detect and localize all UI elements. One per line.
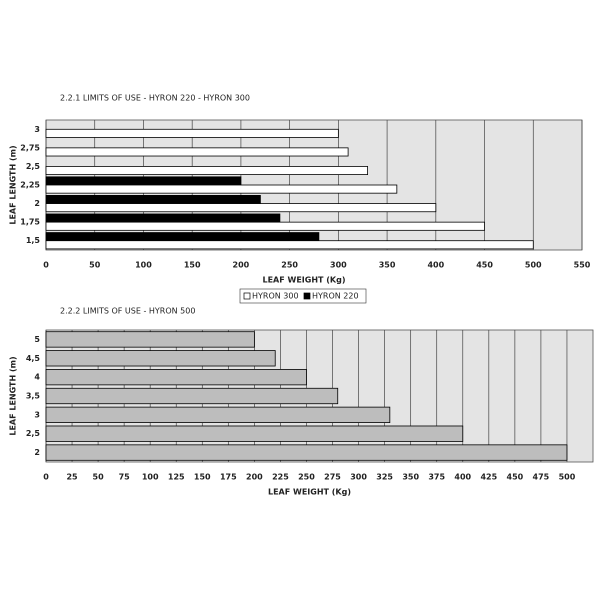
bar [45, 387, 339, 405]
y-tick-label: 2,75 [20, 143, 40, 152]
bar [45, 184, 398, 194]
x-tick-label: 175 [220, 473, 237, 482]
x-tick-label: 25 [66, 473, 78, 482]
bar [45, 147, 349, 157]
x-tick-label: 450 [476, 261, 493, 270]
chart-title: 2.2.2 LIMITS OF USE - HYRON 500 [60, 307, 195, 316]
x-tick-label: 475 [533, 473, 550, 482]
x-tick-label: 425 [480, 473, 497, 482]
y-tick-label: 2,5 [26, 162, 41, 171]
bar [45, 203, 437, 213]
x-tick-label: 250 [298, 473, 315, 482]
x-tick-label: 500 [525, 261, 542, 270]
bar [45, 406, 391, 423]
x-tick-label: 0 [43, 473, 49, 482]
y-tick-label: 4 [34, 373, 40, 382]
bar [45, 166, 369, 176]
x-tick-label: 400 [454, 473, 471, 482]
y-tick-label: 2 [34, 448, 40, 457]
x-tick-label: 75 [119, 473, 131, 482]
y-axis-title: LEAF LENGTH (m) [9, 145, 18, 224]
legend-swatch [303, 292, 311, 300]
x-tick-label: 300 [330, 261, 347, 270]
bar [45, 213, 281, 223]
x-axis-title: LEAF WEIGHT (Kg) [262, 276, 345, 285]
legend-label: HYRON 300 [252, 292, 299, 301]
x-tick-label: 50 [93, 473, 105, 482]
bar [45, 232, 320, 242]
legend-label: HYRON 220 [312, 292, 359, 301]
x-tick-label: 350 [379, 261, 396, 270]
x-tick-label: 275 [324, 473, 341, 482]
bar [45, 194, 261, 204]
y-tick-label: 4,5 [26, 354, 41, 363]
y-tick-label: 3 [34, 125, 40, 134]
y-tick-label: 2 [34, 199, 40, 208]
bar [45, 369, 307, 386]
legend-box [239, 288, 367, 304]
bar [45, 176, 242, 186]
y-tick-label: 5 [34, 335, 40, 344]
y-tick-label: 2,5 [26, 429, 41, 438]
x-tick-label: 100 [135, 261, 152, 270]
bar [45, 350, 276, 367]
x-tick-label: 50 [89, 261, 101, 270]
x-tick-label: 550 [574, 261, 591, 270]
x-tick-label: 400 [427, 261, 444, 270]
bar [45, 221, 485, 231]
x-tick-label: 100 [142, 473, 159, 482]
bar [45, 240, 534, 250]
y-tick-label: 3 [34, 410, 40, 419]
x-tick-label: 350 [402, 473, 419, 482]
x-tick-label: 300 [350, 473, 367, 482]
x-axis-title: LEAF WEIGHT (Kg) [268, 488, 351, 497]
x-tick-label: 0 [43, 261, 49, 270]
y-axis-title: LEAF LENGTH (m) [9, 356, 18, 435]
x-tick-label: 200 [246, 473, 263, 482]
x-tick-label: 450 [507, 473, 524, 482]
x-tick-label: 375 [428, 473, 445, 482]
x-tick-label: 150 [184, 261, 201, 270]
x-tick-label: 500 [559, 473, 576, 482]
x-tick-label: 150 [194, 473, 211, 482]
x-tick-label: 225 [272, 473, 289, 482]
x-tick-label: 125 [168, 473, 185, 482]
y-tick-label: 1,75 [20, 218, 40, 227]
y-tick-label: 3,5 [26, 392, 41, 401]
y-tick-label: 2,25 [20, 181, 40, 190]
bar [45, 128, 339, 138]
x-tick-label: 325 [376, 473, 393, 482]
x-tick-label: 250 [281, 261, 298, 270]
bar [45, 331, 255, 348]
x-tick-label: 200 [233, 261, 250, 270]
bar [45, 444, 568, 461]
chart-title: 2.2.1 LIMITS OF USE - HYRON 220 - HYRON … [60, 94, 250, 103]
legend-swatch [243, 292, 251, 300]
bar [45, 425, 464, 442]
y-tick-label: 1,5 [26, 236, 41, 245]
